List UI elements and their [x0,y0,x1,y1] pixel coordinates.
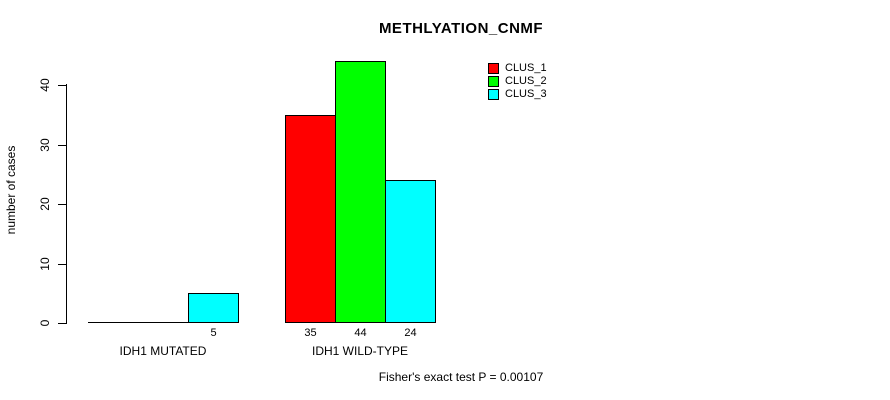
y-tick-mark [58,204,66,205]
bar-value-label: 5 [210,327,217,339]
category-label: IDH1 MUTATED [119,344,207,358]
legend-swatch-icon [488,76,499,87]
chart-title: METHLYATION_CNMF [378,20,544,37]
bar-value-label: 24 [404,327,417,339]
y-tick-label: 0 [38,319,52,327]
y-tick-mark [58,323,66,324]
fisher-test-annotation: Fisher's exact test P = 0.00107 [378,370,544,384]
y-tick-label: 40 [38,78,52,92]
legend: CLUS_1 CLUS_2 CLUS_3 [488,62,547,101]
bar-value-label: 44 [354,327,367,339]
y-tick-label: 10 [38,257,52,271]
y-axis-line [66,84,67,324]
y-tick-mark [58,85,66,86]
bar-clus_1-2 [285,115,336,323]
legend-label: CLUS_3 [505,88,547,100]
legend-item: CLUS_3 [488,88,547,101]
bar-clus_2-2 [335,61,386,323]
bar-value-label: 35 [304,327,317,339]
bar-clus_3-2 [385,180,436,323]
category-label: IDH1 WILD-TYPE [311,344,408,358]
legend-item: CLUS_2 [488,75,547,88]
legend-item: CLUS_1 [488,62,547,75]
bar-clus_3-1 [188,293,239,323]
y-tick-label: 20 [38,197,52,211]
y-axis-title: number of cases [4,145,18,235]
legend-swatch-icon [488,89,499,100]
bar-clus_2-1 [138,322,189,323]
bar-clus_1-1 [88,322,139,323]
legend-label: CLUS_1 [505,62,547,74]
legend-label: CLUS_2 [505,75,547,87]
y-tick-label: 30 [38,138,52,152]
y-tick-mark [58,145,66,146]
legend-swatch-icon [488,63,499,74]
y-tick-mark [58,264,66,265]
